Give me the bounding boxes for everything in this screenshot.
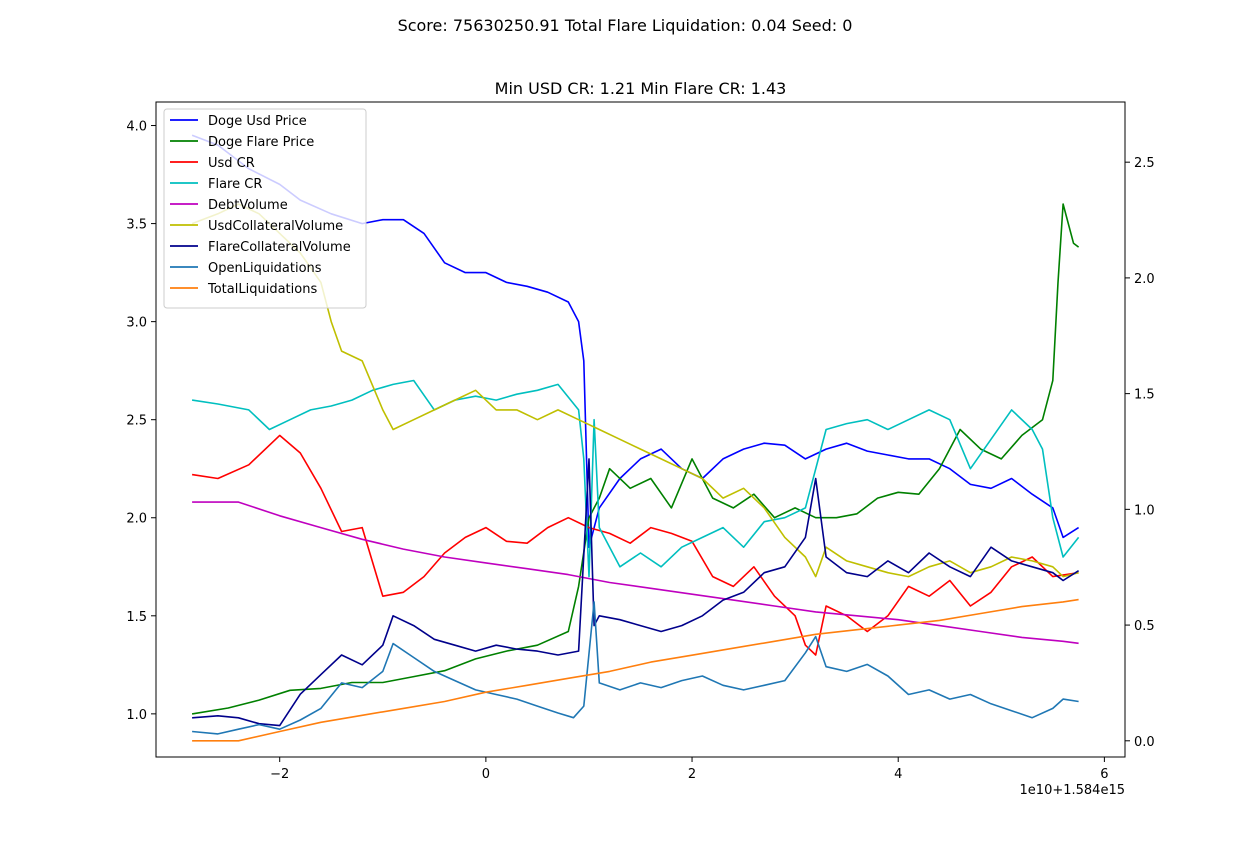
chart-title: Min USD CR: 1.21 Min Flare CR: 1.43 [495, 79, 787, 98]
series-line-totalliquidations [192, 598, 1079, 742]
y-left-tick-label: 2.5 [126, 414, 147, 429]
x-tick-label: 4 [894, 767, 902, 782]
legend-entry-usd-cr: Usd CR [170, 156, 255, 171]
legend-label: TotalLiquidations [207, 282, 317, 297]
y-right-axis: 0.0 0.5 1.0 1.5 2.0 2.5 [1125, 156, 1155, 750]
legend-label: Doge Usd Price [208, 114, 307, 129]
legend-entry-usdcollateralvolume: UsdCollateralVolume [170, 219, 343, 234]
series-line-openliquidations [192, 601, 1079, 735]
legend-entry-totalliquidations: TotalLiquidations [170, 282, 317, 297]
legend-entry-doge-flare-price: Doge Flare Price [170, 135, 314, 150]
plot-frame [155, 101, 1126, 758]
legend-label: Usd CR [208, 156, 255, 171]
y-right-tick-label: 2.0 [1134, 272, 1155, 287]
series-line-flare-cr [191, 379, 1080, 578]
y-right-tick-label: 1.5 [1134, 388, 1155, 403]
y-right-tick-label: 2.5 [1134, 156, 1155, 171]
x-offset-label: 1e10+1.584e15 [1020, 783, 1125, 798]
legend-label: DebtVolume [208, 198, 288, 213]
legend-label: UsdCollateralVolume [208, 219, 343, 234]
legend-entry-openliquidations: OpenLiquidations [170, 261, 322, 276]
series-line-doge-flare-price [191, 203, 1080, 715]
legend-label: FlareCollateralVolume [208, 240, 351, 255]
plot-area: −2 0 2 4 6 1.01.52.02.53.03.54.0 0.00.51.01.… [126, 101, 1155, 798]
x-axis: −2 0 2 4 6 [270, 757, 1109, 782]
y-left-axis: 1.0 1.5 2.0 2.5 3.0 3.5 4.0 [126, 120, 156, 723]
legend-box [163, 108, 367, 309]
series-line-flarecollateralvolume [192, 458, 1080, 727]
series-line-usdcollateralvolume [191, 203, 1079, 578]
y-right-tick-label: 0.0 [1134, 735, 1155, 750]
series-line-usd-cr [191, 434, 1079, 656]
x-tick-label: 2 [688, 767, 696, 782]
y-left-tick-label: 1.5 [126, 610, 147, 625]
y-left-tick-label: 2.0 [126, 512, 147, 527]
legend: Doge Usd Price Doge Flare Price Usd CR Flar… [163, 108, 367, 309]
x-tick-label: 6 [1100, 767, 1108, 782]
legend-entry-flare-cr: Flare CR [170, 177, 262, 192]
legend-entry-debtvolume: DebtVolume [170, 198, 288, 213]
legend-label: Flare CR [208, 177, 262, 192]
y-right-tick-label: 1.0 [1134, 503, 1155, 518]
series-lines [191, 134, 1080, 742]
x-tick-label: 0 [482, 767, 490, 782]
y-right-tick-label: 0.5 [1134, 619, 1155, 634]
legend-entry-flarecollateralvolume: FlareCollateralVolume [170, 240, 351, 255]
series-line-debtvolume [192, 501, 1079, 645]
y-left-tick-label: 1.0 [126, 708, 147, 723]
x-tick-label: −2 [270, 767, 289, 782]
y-left-tick-label: 4.0 [126, 120, 147, 135]
legend-entry-doge-usd-price: Doge Usd Price [170, 114, 307, 129]
figure-suptitle: Score: 75630250.91 Total Flare Liquidati… [398, 16, 853, 35]
y-left-tick-label: 3.0 [126, 316, 147, 331]
legend-label: OpenLiquidations [208, 261, 322, 276]
series-line-doge-usd-price [191, 134, 1080, 549]
y-left-tick-label: 3.5 [126, 218, 147, 233]
legend-label: Doge Flare Price [208, 135, 314, 150]
